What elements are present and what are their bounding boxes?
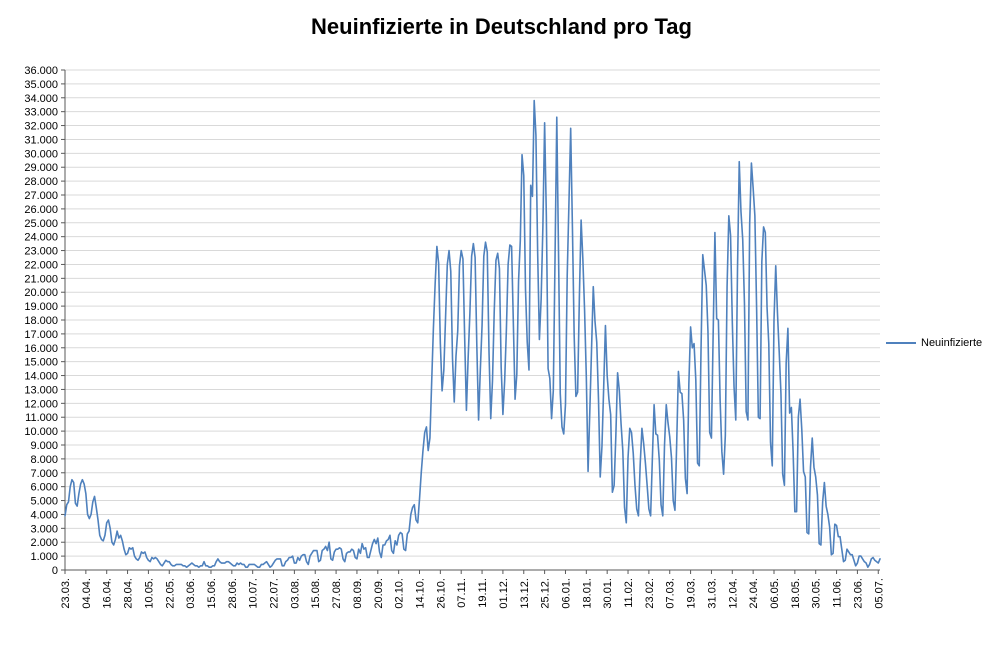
y-tick-label: 19.000 <box>24 301 58 313</box>
y-tick-label: 16.000 <box>24 343 58 355</box>
y-tick-label: 1.000 <box>30 551 58 563</box>
x-tick-label: 11.06. <box>832 578 844 608</box>
x-tick-label: 31.03. <box>706 578 718 609</box>
y-tick-label: 28.000 <box>24 176 58 188</box>
x-tick-label: 05.07. <box>873 578 885 609</box>
x-tick-label: 03.06. <box>185 578 197 609</box>
x-tick-label: 30.05. <box>811 578 823 609</box>
y-tick-label: 31.000 <box>24 134 58 146</box>
x-tick-label: 01.12. <box>498 578 510 609</box>
y-tick-label: 5.000 <box>30 496 58 508</box>
x-tick-label: 25.12. <box>540 578 552 609</box>
y-tick-label: 17.000 <box>24 329 58 341</box>
legend-line-swatch <box>886 342 916 344</box>
x-tick-label: 13.12. <box>519 578 531 609</box>
y-tick-label: 23.000 <box>24 246 58 258</box>
y-tick-label: 13.000 <box>24 384 58 396</box>
y-tick-label: 4.000 <box>30 509 58 521</box>
x-tick-label: 14.10. <box>414 578 426 609</box>
y-tick-label: 21.000 <box>24 273 58 285</box>
y-tick-label: 3.000 <box>30 523 58 535</box>
x-tick-label: 24.04. <box>748 578 760 609</box>
y-tick-label: 11.000 <box>25 412 58 424</box>
x-tick-label: 07.11. <box>456 578 468 608</box>
y-tick-label: 36.000 <box>24 65 58 77</box>
y-tick-label: 27.000 <box>24 190 58 202</box>
y-tick-label: 9.000 <box>30 440 58 452</box>
x-tick-label: 23.03. <box>60 578 72 609</box>
y-tick-label: 25.000 <box>24 218 58 230</box>
x-tick-label: 19.11. <box>477 578 489 608</box>
y-tick-label: 20.000 <box>24 287 58 299</box>
x-tick-label: 07.03. <box>665 578 677 609</box>
x-tick-label: 08.09. <box>352 578 364 609</box>
y-tick-label: 22.000 <box>24 259 58 271</box>
y-tick-label: 34.000 <box>24 93 58 105</box>
x-tick-label: 15.06. <box>206 578 218 609</box>
x-tick-label: 26.10. <box>435 578 447 609</box>
x-tick-label: 03.08. <box>289 578 301 609</box>
y-tick-label: 18.000 <box>24 315 58 327</box>
x-tick-label: 22.05. <box>164 578 176 609</box>
series-line <box>64 99 881 569</box>
y-tick-label: 24.000 <box>24 232 58 244</box>
x-tick-label: 30.01. <box>602 578 614 609</box>
x-tick-label: 28.06. <box>227 578 239 609</box>
x-tick-label: 28.04. <box>123 578 135 609</box>
x-tick-label: 12.04. <box>727 578 739 609</box>
y-tick-label: 15.000 <box>24 357 58 369</box>
x-tick-label: 27.08. <box>331 578 343 609</box>
y-tick-label: 6.000 <box>30 482 58 494</box>
y-tick-label: 12.000 <box>24 398 58 410</box>
y-tick-label: 8.000 <box>30 454 58 466</box>
legend: Neuinfizierte <box>886 337 982 349</box>
x-tick-label: 10.07. <box>248 578 260 609</box>
x-tick-label: 06.05. <box>769 578 781 609</box>
y-tick-label: 29.000 <box>24 162 58 174</box>
y-tick-label: 2.000 <box>30 537 58 549</box>
chart-title: Neuinfizierte in Deutschland pro Tag <box>311 14 692 39</box>
y-tick-label: 7.000 <box>30 468 58 480</box>
x-tick-label: 02.10. <box>394 578 406 609</box>
x-tick-label: 06.01. <box>560 578 572 609</box>
x-tick-label: 10.05. <box>143 578 155 609</box>
x-tick-label: 22.07. <box>269 578 281 609</box>
x-tick-label: 11.02. <box>623 578 635 608</box>
y-tick-label: 33.000 <box>24 107 58 119</box>
legend-label: Neuinfizierte <box>921 337 983 349</box>
y-tick-label: 26.000 <box>24 204 58 216</box>
x-tick-label: 16.04. <box>102 578 114 609</box>
y-tick-label: 10.000 <box>24 426 58 438</box>
x-tick-label: 20.09. <box>373 578 385 609</box>
x-tick-label: 04.04. <box>81 578 93 609</box>
x-tick-label: 19.03. <box>686 578 698 609</box>
y-tick-label: 35.000 <box>24 79 58 91</box>
x-tick-label: 18.05. <box>790 578 802 609</box>
x-tick-label: 15.08. <box>310 578 322 609</box>
y-tick-label: 0 <box>52 565 58 577</box>
y-tick-label: 32.000 <box>24 121 58 133</box>
y-tick-label: 14.000 <box>24 371 58 383</box>
x-tick-label: 23.06. <box>852 578 864 609</box>
x-tick-label: 23.02. <box>644 578 656 609</box>
y-tick-label: 30.000 <box>24 148 58 160</box>
x-tick-label: 18.01. <box>581 578 593 609</box>
